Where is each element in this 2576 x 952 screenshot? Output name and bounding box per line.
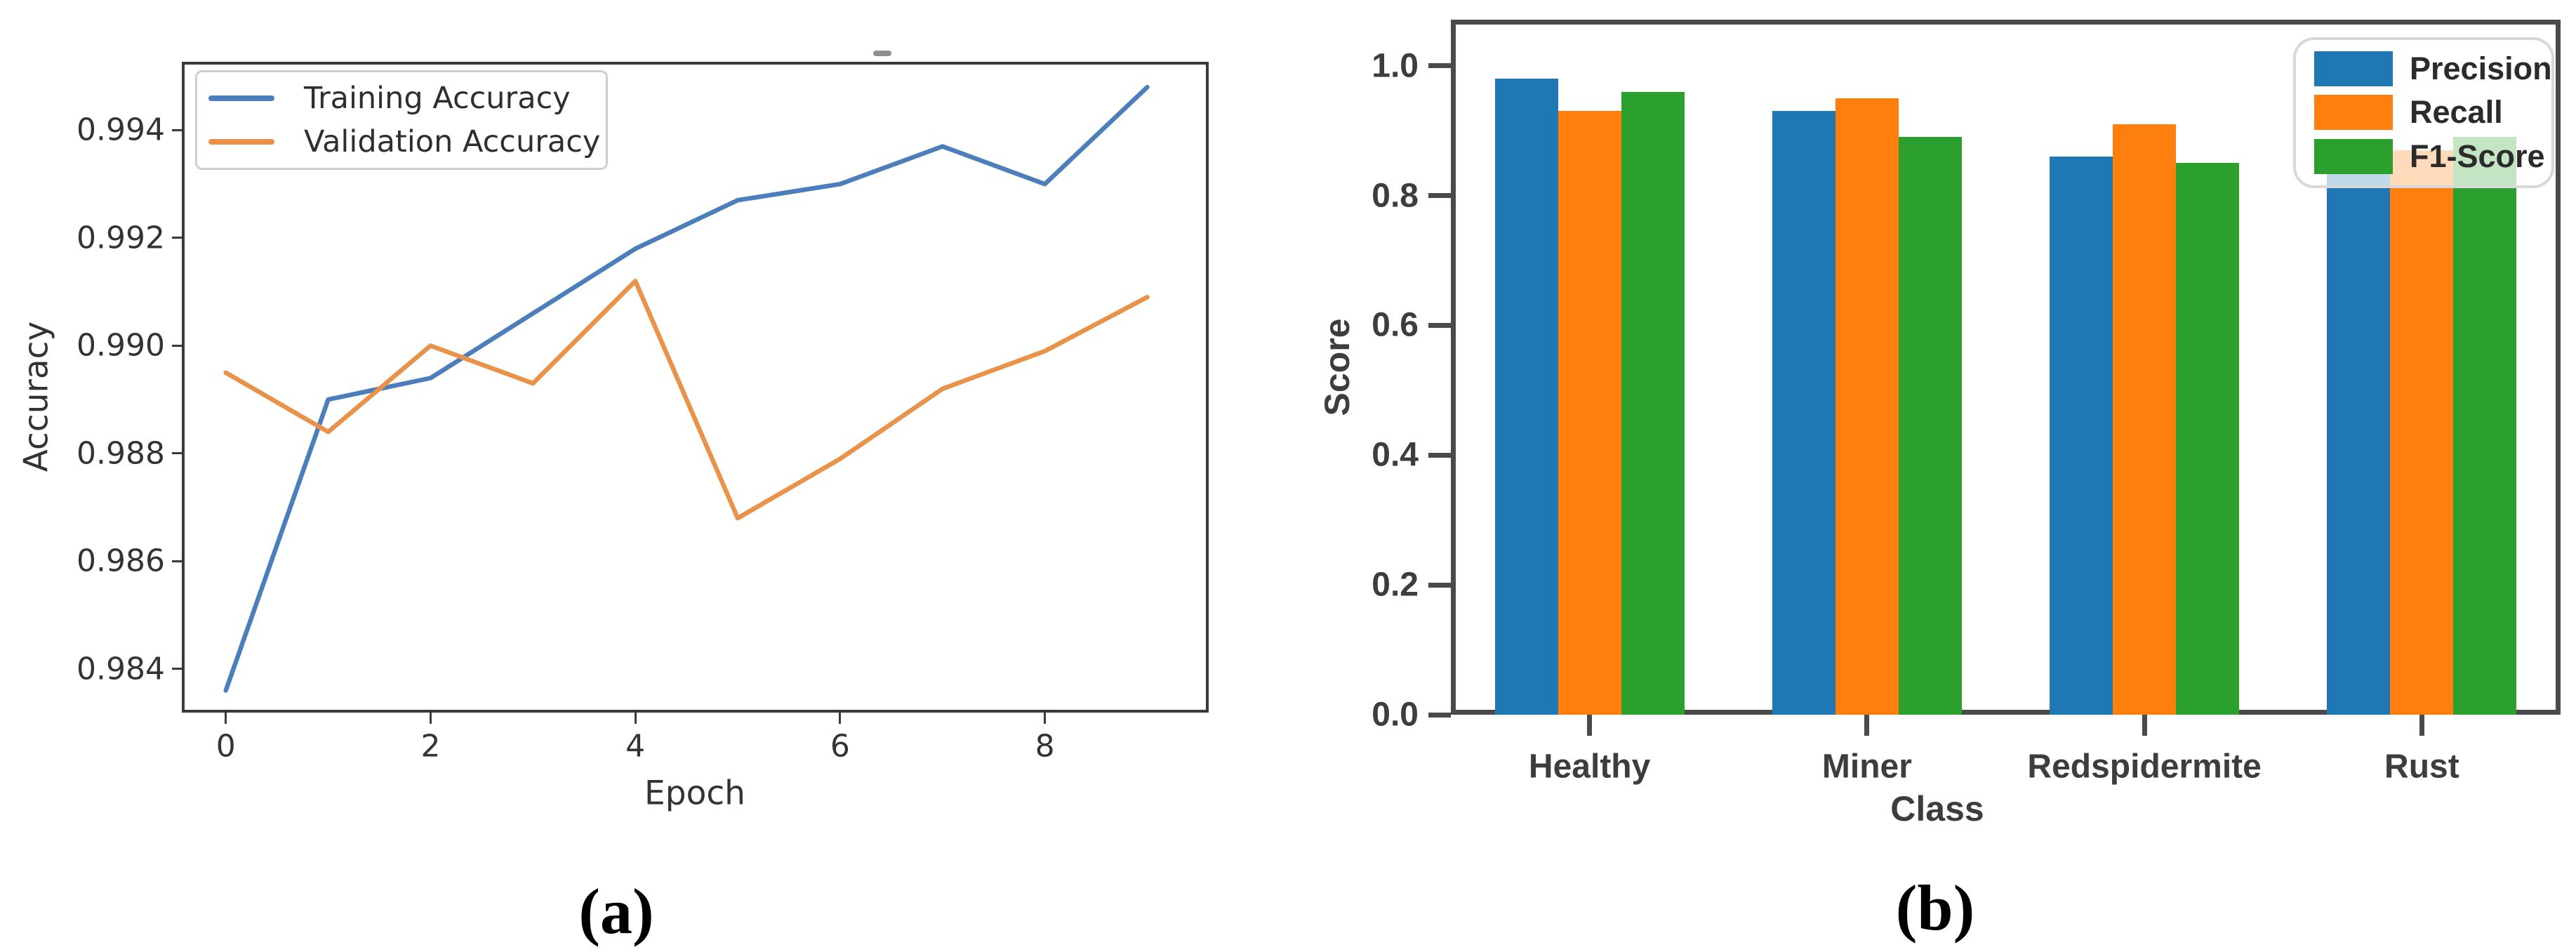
legend-label: Validation Accuracy <box>304 124 601 159</box>
y-axis-tick-label: 1.0 <box>1372 47 1419 85</box>
bar-miner-f1-score <box>1898 137 1962 715</box>
y-axis-tick-label: 0.986 <box>77 543 165 579</box>
x-axis-tick <box>1864 715 1870 736</box>
x-axis-tick <box>2142 715 2147 736</box>
legend-label: F1-Score <box>2410 138 2545 174</box>
x-axis-tick <box>225 713 227 724</box>
bar-miner-recall <box>1835 98 1899 715</box>
bar-rust-f1-score <box>2453 137 2517 715</box>
y-axis-tick <box>172 560 182 562</box>
y-axis-tick <box>1428 193 1451 198</box>
category-label: Miner <box>1821 748 1912 786</box>
x-axis-tick <box>2419 715 2424 736</box>
x-axis-tick <box>1587 715 1593 736</box>
category-label: Rust <box>2384 748 2459 786</box>
y-axis-tick-label: 0.8 <box>1372 177 1419 214</box>
y-axis-tick <box>1428 582 1451 588</box>
legend-item: Training Accuracy <box>208 81 606 116</box>
y-axis-tick-label: 0.984 <box>77 651 165 687</box>
line-chart-plot-area <box>182 62 1209 713</box>
bar-rust-recall <box>2390 150 2454 715</box>
y-axis-tick-label: 0.988 <box>77 435 165 472</box>
y-axis-tick-label: 0.994 <box>77 112 165 148</box>
y-axis-tick <box>1428 452 1451 458</box>
legend-item: F1-Score <box>2314 138 2551 175</box>
x-axis-tick <box>839 713 842 724</box>
bar-redspidermite-recall <box>2113 124 2177 715</box>
y-axis-tick-label: 0.990 <box>77 327 165 364</box>
x-axis-label-epoch: Epoch <box>644 774 745 813</box>
y-axis-tick <box>172 344 182 347</box>
category-label: Healthy <box>1528 748 1651 786</box>
y-axis-label-accuracy: Accuracy <box>17 321 56 472</box>
bar-healthy-precision <box>1494 79 1558 715</box>
y-axis-tick-label: 0.0 <box>1372 696 1419 734</box>
y-axis-tick <box>172 128 182 131</box>
y-axis-tick <box>1428 63 1451 69</box>
bar-chart-legend: Precision Recall F1-Score <box>2293 37 2554 188</box>
bar-healthy-f1-score <box>1621 91 1685 715</box>
y-axis-tick-label: 0.4 <box>1372 436 1419 474</box>
y-axis-tick <box>1428 712 1451 718</box>
x-axis-tick <box>1044 713 1047 724</box>
legend-item: Recall <box>2314 94 2551 131</box>
legend-label: Training Accuracy <box>304 81 571 116</box>
y-axis-tick-label: 0.2 <box>1372 566 1419 604</box>
bar-healthy-recall <box>1558 111 1621 715</box>
legend-color-patch <box>2314 138 2393 174</box>
x-axis-tick-label: 0 <box>215 728 236 765</box>
bar-rust-precision <box>2327 163 2391 715</box>
y-axis-tick <box>1428 322 1451 328</box>
bar-miner-precision <box>1772 111 1835 715</box>
line-chart-series-layer <box>223 84 1150 693</box>
bar-redspidermite-precision <box>2050 157 2113 715</box>
legend-label: Precision <box>2410 51 2552 87</box>
legend-color-patch <box>2314 95 2393 131</box>
x-axis-tick <box>429 713 432 724</box>
legend-item: Validation Accuracy <box>208 124 606 159</box>
legend-line-sample <box>208 139 274 145</box>
legend-color-patch <box>2314 51 2393 87</box>
y-axis-label-score: Score <box>1317 318 1357 416</box>
y-axis-tick-label: 0.992 <box>77 220 165 256</box>
y-axis-tick <box>172 237 182 239</box>
category-label: Redspidermite <box>2027 748 2262 786</box>
x-axis-tick-label: 8 <box>1035 728 1055 765</box>
y-axis-tick <box>172 452 182 455</box>
y-axis-tick-label: 0.6 <box>1372 306 1419 344</box>
bar-redspidermite-f1-score <box>2176 163 2240 715</box>
caption-a: (a) <box>578 875 654 947</box>
x-axis-tick-label: 2 <box>420 728 441 765</box>
legend-item: Precision <box>2314 51 2552 87</box>
stray-dash-artifact <box>873 51 891 56</box>
x-axis-tick-label: 4 <box>625 728 646 765</box>
line-series-validation-accuracy <box>223 279 1150 521</box>
x-axis-tick <box>634 713 637 724</box>
legend-line-sample <box>208 95 274 101</box>
x-axis-tick-label: 6 <box>830 728 850 765</box>
line-series-training-accuracy <box>223 84 1150 693</box>
y-axis-tick <box>172 668 182 670</box>
caption-b: (b) <box>1895 872 1975 944</box>
x-axis-label-class: Class <box>1890 789 1984 828</box>
legend-label: Recall <box>2410 94 2503 131</box>
line-chart-legend: Training Accuracy Validation Accuracy <box>195 70 608 170</box>
